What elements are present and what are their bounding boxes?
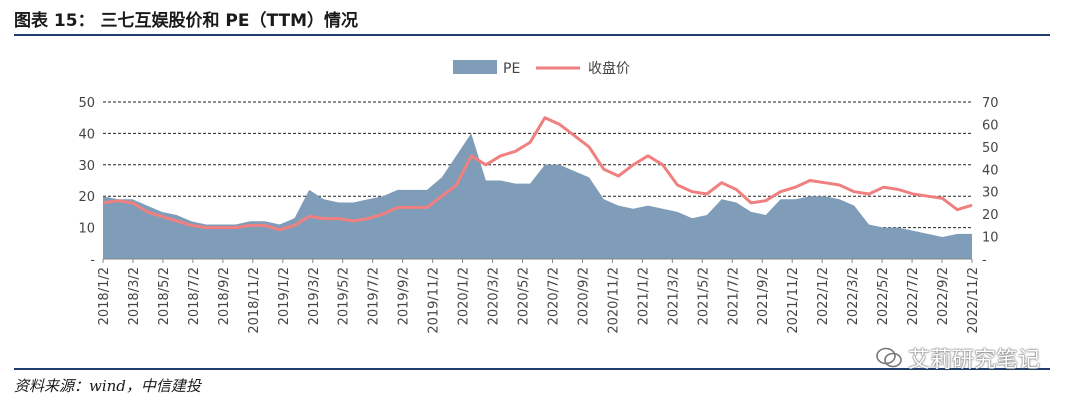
x-tick-label: 2021/1/2 <box>636 267 651 325</box>
pe-price-chart: - 10 20 30 40 50 - 10 20 30 40 50 60 70 2018/1/2 2018/3… <box>78 60 999 334</box>
x-tick-label: 2020/3/2 <box>487 267 502 325</box>
pe-area <box>103 133 972 259</box>
y-right-tick-label: 50 <box>982 141 999 156</box>
x-tick-label: 2019/11/2 <box>427 267 442 334</box>
x-tick-label: 2018/9/2 <box>217 267 232 325</box>
y-right-tick-label: 10 <box>982 231 999 246</box>
x-tick-label: 2018/3/2 <box>127 267 142 325</box>
x-tick-label: 2021/5/2 <box>696 267 711 325</box>
footer-divider <box>14 368 1050 370</box>
y-left-tick-label: 10 <box>78 222 95 237</box>
y-right-tick-label: 20 <box>982 208 999 223</box>
x-tick-label: 2021/9/2 <box>756 267 771 325</box>
x-tick-label: 2018/11/2 <box>247 267 262 334</box>
x-tick-label: 2020/5/2 <box>517 267 532 325</box>
y-right-tick-label: 70 <box>982 96 999 111</box>
y-left-tick-label: 20 <box>78 190 95 205</box>
x-tick-label: 2021/7/2 <box>726 267 741 325</box>
watermark-text: 艾莉研究笔记 <box>907 348 1040 373</box>
x-tick-label: 2022/3/2 <box>846 267 861 325</box>
x-tick-label: 2018/5/2 <box>157 267 172 325</box>
x-tick-label: 2020/9/2 <box>576 267 591 325</box>
x-tick-label: 2022/5/2 <box>876 267 891 325</box>
x-tick-label: 2022/11/2 <box>966 267 981 334</box>
price-line <box>102 116 973 232</box>
x-tick-label: 2019/3/2 <box>307 267 322 325</box>
y-left-tick-label: 30 <box>78 159 95 174</box>
legend-swatch-pe <box>453 60 497 74</box>
y-right-tick-label: 40 <box>982 163 999 178</box>
figure-title: 图表 15： 三七互娱股价和 PE（TTM）情况 <box>14 11 358 31</box>
legend-label-price: 收盘价 <box>588 60 630 77</box>
y-right-tick-label: 60 <box>982 118 999 133</box>
x-tick-label: 2019/7/2 <box>367 267 382 325</box>
source-note: 资料来源：wind，中信建投 <box>14 377 201 395</box>
x-tick-label: 2019/5/2 <box>337 267 352 325</box>
y-left-tick-label: 40 <box>78 127 95 142</box>
x-tick-label: 2018/1/2 <box>97 267 112 325</box>
y-right-tick-label: - <box>982 253 987 268</box>
x-tick-label: 2022/1/2 <box>816 267 831 325</box>
x-tick-label: 2019/9/2 <box>397 267 412 325</box>
x-tick-label: 2020/11/2 <box>606 267 621 334</box>
watermark: 艾莉研究笔记 <box>876 342 1040 374</box>
y-left-tick-label: 50 <box>78 96 95 111</box>
x-tick-label: 2019/1/2 <box>277 267 292 325</box>
legend-label-pe: PE <box>503 61 520 77</box>
x-tick-label: 2018/7/2 <box>187 267 202 325</box>
y-left-tick-label: - <box>90 253 95 268</box>
wechat-icon <box>876 347 902 368</box>
y-right-tick-label: 30 <box>982 186 999 201</box>
x-tick-label: 2021/11/2 <box>786 267 801 334</box>
x-tick-label: 2020/7/2 <box>547 267 562 325</box>
x-tick-label: 2022/9/2 <box>936 267 951 325</box>
x-tick-label: 2020/1/2 <box>457 267 472 325</box>
x-tick-label: 2022/7/2 <box>906 267 921 325</box>
x-tick-label: 2021/3/2 <box>666 267 681 325</box>
title-divider <box>14 34 1050 36</box>
